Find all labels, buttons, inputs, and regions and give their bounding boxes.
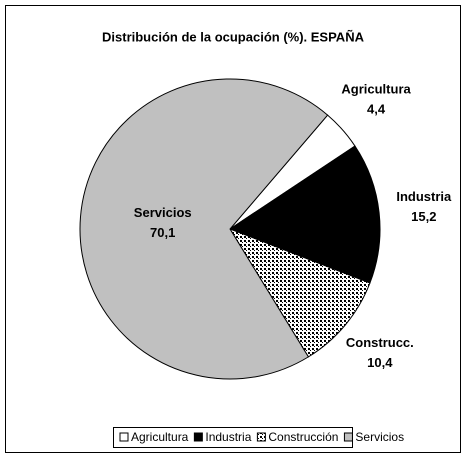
legend-swatch (119, 432, 129, 442)
legend-label: Servicios (355, 430, 404, 444)
legend-label: Industria (205, 430, 251, 444)
value-label: 4,4 (367, 101, 386, 116)
slice-label: Construcc. (346, 335, 414, 350)
legend-swatch (343, 432, 353, 442)
slice-label: Servicios (134, 205, 192, 220)
legend: Agricultura Industria Construcción Servicio… (119, 430, 404, 444)
legend-label: Agricultura (131, 430, 189, 444)
slice-label: Agricultura (341, 81, 411, 96)
legend-swatch (193, 432, 203, 442)
slice-label: Industria (396, 189, 452, 204)
pie-slice (79, 78, 329, 380)
chart-title: Distribución de la ocupación (%). ESPAÑA (102, 29, 365, 44)
legend-swatch (256, 432, 266, 442)
pie-slice (228, 145, 381, 284)
legend-label: Construcción (268, 430, 338, 444)
value-label: 15,2 (411, 209, 436, 224)
value-label: 70,1 (150, 225, 175, 240)
pie: Agricultura 4,4 Industria 15,2 Construcc. 10,… (79, 78, 452, 380)
pie-slice (228, 228, 371, 358)
value-label: 10,4 (367, 355, 393, 370)
